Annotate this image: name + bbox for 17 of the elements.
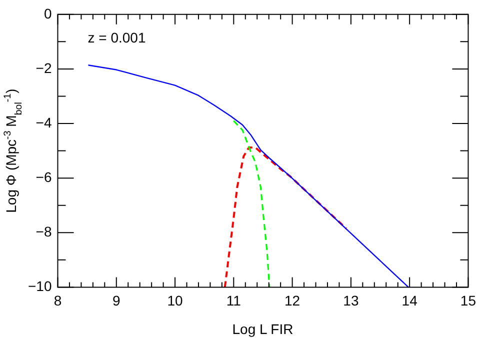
y-tick-label: −8 [36, 224, 52, 240]
y-axis-title: Log Φ (Mpc-3 Mbol-1) [2, 88, 25, 213]
y-tick-label: −2 [36, 60, 52, 76]
x-tick-label: 14 [402, 292, 418, 308]
y-tick-label: 0 [44, 5, 52, 22]
annotation: z = 0.001 [88, 29, 146, 46]
x-tick-label: 15 [460, 292, 476, 308]
y-tick-label: −4 [36, 114, 52, 130]
x-tick-label: 10 [167, 292, 184, 308]
x-tick-label: 11 [226, 292, 242, 308]
x-axis-title: Log L FIR [232, 321, 294, 337]
x-tick-label: 12 [284, 292, 300, 308]
y-tick-label: −10 [28, 278, 52, 294]
y-tick-label: −6 [36, 168, 52, 185]
x-tick-label: 8 [54, 292, 62, 308]
x-tick-label: 9 [112, 292, 120, 308]
x-tick-label: 13 [343, 292, 359, 308]
